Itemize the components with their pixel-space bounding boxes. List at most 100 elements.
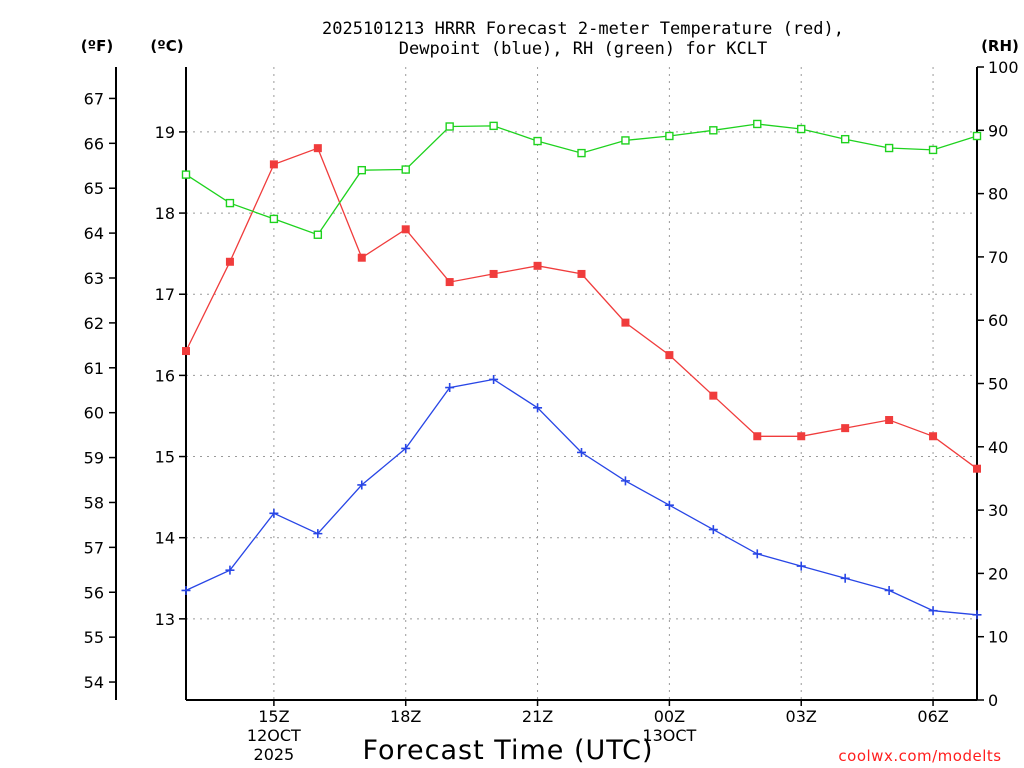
fahrenheit-tick-label: 59 bbox=[84, 449, 104, 468]
rh-tick-label: 0 bbox=[988, 691, 998, 710]
fahrenheit-tick-label: 57 bbox=[84, 538, 104, 557]
temperature-series-line bbox=[185, 147, 978, 470]
dewpoint-data-point bbox=[972, 610, 982, 620]
rh-data-point bbox=[533, 136, 542, 146]
rh-data-point bbox=[401, 165, 410, 174]
fahrenheit-tick-label: 60 bbox=[84, 404, 104, 423]
fahrenheit-tick-label: 58 bbox=[84, 493, 104, 512]
dewpoint-data-point bbox=[840, 573, 850, 583]
temperature-data-point bbox=[533, 261, 542, 270]
rh-series-line bbox=[185, 123, 978, 236]
dewpoint-data-point bbox=[533, 403, 543, 413]
data-series bbox=[181, 119, 982, 620]
temperature-data-point bbox=[577, 269, 586, 278]
dewpoint-series-line bbox=[185, 378, 978, 616]
celsius-tick-label: 13 bbox=[155, 610, 175, 629]
x-tick-label: 00Z bbox=[654, 707, 685, 726]
dewpoint-data-point bbox=[577, 447, 586, 457]
temperature-data-point bbox=[753, 432, 762, 441]
temperature-data-point bbox=[269, 160, 278, 169]
unit-label-celsius: (ºC) bbox=[150, 37, 183, 55]
x-tick-label: 03Z bbox=[786, 707, 817, 726]
temperature-data-point bbox=[401, 225, 410, 234]
x-tick-label: 18Z bbox=[390, 707, 421, 726]
rh-data-point bbox=[709, 126, 718, 135]
fahrenheit-tick-label: 54 bbox=[84, 673, 104, 692]
rh-tick-label: 50 bbox=[988, 375, 1008, 394]
credit-text: coolwx.com/modelts bbox=[838, 747, 1001, 765]
dewpoint-data-point bbox=[357, 480, 367, 490]
temperature-data-point bbox=[709, 391, 718, 400]
temperature-data-point bbox=[225, 257, 234, 266]
x-tick-year-label: 2025 bbox=[254, 745, 295, 764]
dewpoint-data-point bbox=[884, 585, 894, 595]
axes: 54 55 56 57 58 59 60 61 62 63 64 65 66 67 13 14 15 16 17 18… bbox=[84, 58, 1019, 764]
fahrenheit-tick-label: 55 bbox=[84, 628, 104, 647]
celsius-tick-label: 18 bbox=[155, 204, 175, 223]
rh-data-point bbox=[753, 119, 762, 129]
rh-data-point bbox=[840, 134, 850, 144]
dewpoint-data-point bbox=[401, 443, 411, 453]
rh-data-point bbox=[928, 145, 938, 155]
celsius-tick-label: 15 bbox=[155, 448, 175, 467]
fahrenheit-tick-label: 63 bbox=[84, 269, 104, 288]
dewpoint-data-point bbox=[445, 383, 455, 393]
temperature-data-point bbox=[313, 144, 322, 153]
dewpoint-data-point bbox=[752, 549, 762, 559]
temperature-data-point bbox=[973, 464, 981, 473]
dewpoint-data-point bbox=[225, 565, 235, 575]
fahrenheit-tick-label: 56 bbox=[84, 583, 104, 602]
x-tick-label: 15Z bbox=[258, 707, 289, 726]
dewpoint-data-point bbox=[928, 606, 938, 616]
rh-data-point bbox=[269, 214, 279, 224]
rh-data-point bbox=[577, 148, 586, 158]
dewpoint-data-point bbox=[796, 561, 806, 571]
chart-title-line-1: 2025101213 HRRR Forecast 2-meter Tempera… bbox=[322, 19, 844, 39]
temperature-data-point bbox=[489, 269, 498, 278]
fahrenheit-tick-label: 62 bbox=[84, 314, 104, 333]
temperature-data-point bbox=[357, 253, 366, 262]
temperature-data-point bbox=[797, 432, 806, 441]
grid-lines bbox=[186, 67, 977, 700]
dewpoint-data-point bbox=[708, 525, 718, 535]
rh-tick-label: 100 bbox=[988, 58, 1019, 77]
unit-label-rh: (RH) bbox=[981, 37, 1019, 55]
fahrenheit-tick-label: 65 bbox=[84, 179, 104, 198]
x-tick-date-label: 12OCT bbox=[247, 726, 301, 745]
dewpoint-data-point bbox=[313, 529, 323, 539]
rh-data-point bbox=[225, 198, 235, 208]
temperature-data-point bbox=[929, 432, 938, 441]
rh-tick-label: 70 bbox=[988, 248, 1008, 267]
celsius-tick-label: 17 bbox=[155, 285, 175, 304]
temperature-data-point bbox=[841, 424, 850, 433]
rh-tick-label: 40 bbox=[988, 438, 1008, 457]
rh-tick-label: 60 bbox=[988, 311, 1008, 330]
unit-label-fahrenheit: (ºF) bbox=[81, 37, 113, 55]
rh-data-point bbox=[181, 170, 191, 179]
rh-data-point bbox=[445, 122, 454, 131]
rh-data-point bbox=[665, 131, 674, 141]
rh-data-point bbox=[489, 121, 498, 131]
rh-tick-label: 80 bbox=[988, 185, 1008, 204]
rh-tick-label: 90 bbox=[988, 121, 1008, 140]
dewpoint-data-point bbox=[181, 585, 191, 595]
chart-title-line-2: Dewpoint (blue), RH (green) for KCLT bbox=[399, 39, 767, 59]
rh-data-point bbox=[972, 131, 982, 141]
rh-data-point bbox=[357, 165, 366, 175]
rh-tick-label: 10 bbox=[988, 628, 1008, 647]
temperature-data-point bbox=[885, 416, 894, 425]
dewpoint-data-point bbox=[664, 500, 674, 510]
x-tick-date-label: 13OCT bbox=[642, 726, 696, 745]
fahrenheit-tick-label: 61 bbox=[84, 359, 104, 378]
temperature-data-point bbox=[621, 318, 630, 327]
dewpoint-data-point bbox=[269, 508, 279, 518]
celsius-tick-label: 16 bbox=[155, 366, 175, 385]
fahrenheit-tick-label: 66 bbox=[84, 134, 104, 153]
temperature-data-point bbox=[182, 347, 190, 356]
rh-tick-label: 30 bbox=[988, 501, 1008, 520]
rh-data-point bbox=[313, 230, 323, 239]
x-tick-label: 06Z bbox=[917, 707, 948, 726]
dewpoint-data-point bbox=[489, 374, 499, 384]
temperature-data-point bbox=[445, 278, 454, 287]
